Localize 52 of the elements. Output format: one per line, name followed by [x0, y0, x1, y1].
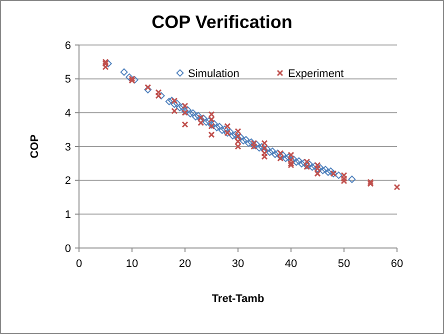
y-tick-label: 0 [64, 242, 71, 255]
x-tick-label: 30 [232, 258, 244, 270]
point [261, 153, 268, 160]
point [198, 120, 204, 126]
point [234, 133, 242, 140]
point [340, 175, 348, 182]
point [314, 162, 321, 168]
y-tick-label: 5 [64, 74, 71, 86]
point [208, 111, 215, 118]
point [155, 92, 162, 99]
point [288, 152, 294, 158]
point [394, 184, 400, 190]
point [250, 140, 258, 146]
point [182, 121, 188, 128]
point [234, 143, 242, 150]
point [340, 172, 348, 179]
point [198, 114, 204, 121]
point [208, 131, 215, 138]
x-tick-label: 20 [178, 258, 192, 270]
point [261, 150, 268, 157]
point [261, 140, 268, 146]
point [234, 138, 242, 145]
point [171, 108, 178, 114]
point [224, 122, 231, 130]
point [340, 178, 348, 184]
y-tick-label: 4 [64, 108, 71, 120]
x-tick-label: 60 [390, 258, 404, 270]
point [155, 89, 162, 96]
point [144, 84, 152, 91]
y-axis-title: COP [29, 134, 41, 158]
y-tick-label: 6 [64, 40, 71, 52]
legend-label: Experiment [288, 68, 344, 80]
point [277, 150, 284, 157]
y-tick-label: 1 [64, 209, 71, 222]
legend-label: Simulation [188, 68, 240, 80]
y-tick-label: 3 [64, 141, 71, 154]
point [171, 98, 178, 104]
chart-title: COP Verification [152, 12, 292, 32]
y-tick-label: 2 [64, 175, 71, 188]
x-tick-label: 10 [126, 258, 138, 270]
point [208, 116, 215, 123]
point [304, 158, 310, 165]
point [277, 155, 284, 162]
x-tick-label: 40 [284, 258, 298, 270]
x-axis-title: Tret-Tamb [212, 293, 264, 305]
point [261, 144, 268, 152]
point [182, 102, 188, 110]
point [314, 170, 321, 177]
point [102, 64, 109, 70]
point [234, 128, 242, 135]
x-tick-label: 50 [338, 258, 350, 270]
x-tick-label: 0 [76, 258, 82, 270]
